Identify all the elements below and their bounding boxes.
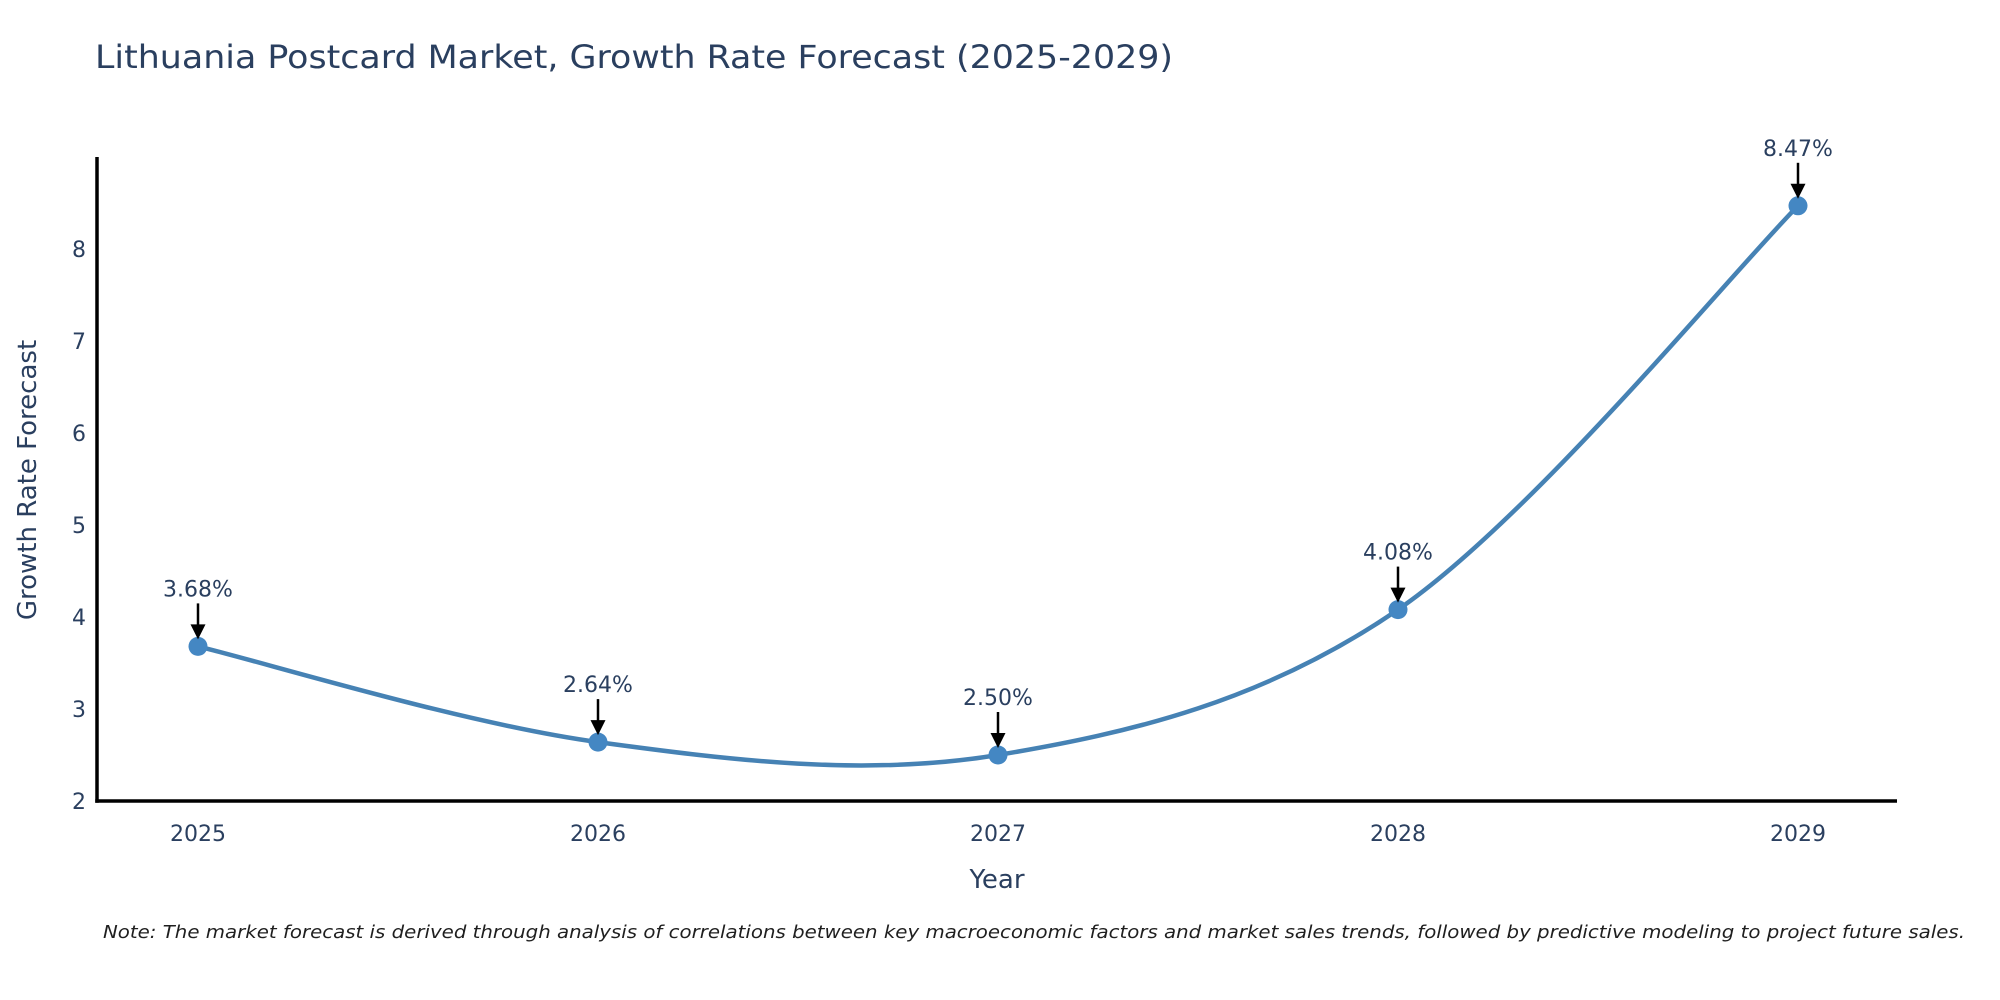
data-point-label: 8.47% — [1763, 137, 1833, 162]
forecast-line — [195, 203, 1801, 768]
y-tick-label: 4 — [72, 606, 86, 631]
annotation-arrowhead-icon — [190, 624, 206, 640]
x-tick-label: 2029 — [1770, 822, 1826, 847]
data-point-marker — [1788, 196, 1808, 216]
x-tick-label: 2027 — [970, 822, 1026, 847]
y-tick-label: 5 — [72, 514, 86, 539]
chart-title: Lithuania Postcard Market, Growth Rate F… — [95, 38, 1173, 76]
x-tick-label: 2025 — [170, 822, 226, 847]
x-axis-title: Year — [968, 865, 1024, 895]
plot-area: 2 3 4 5 6 7 8 2025 2026 2027 2028 2029 3.68% 2.64% 2.5… — [72, 137, 1897, 847]
annotation-arrowhead-icon — [590, 720, 606, 736]
data-point-label: 2.64% — [563, 673, 633, 698]
x-tick-label: 2028 — [1370, 822, 1426, 847]
data-point-marker — [1388, 600, 1408, 620]
y-tick-label: 6 — [72, 422, 86, 447]
x-tick-label: 2026 — [570, 822, 626, 847]
annotation-arrowhead-icon — [990, 733, 1006, 748]
data-point-label: 2.50% — [963, 686, 1033, 711]
y-tick-label: 2 — [72, 790, 86, 815]
data-point-label: 3.68% — [163, 577, 233, 602]
data-point-label: 4.08% — [1363, 541, 1433, 566]
data-point-marker — [988, 745, 1008, 765]
y-tick-label: 8 — [72, 238, 86, 263]
y-tick-label: 3 — [72, 698, 86, 723]
footnote: Note: The market forecast is derived thr… — [103, 922, 1965, 943]
data-point-marker — [188, 636, 208, 656]
y-axis-title: Growth Rate Forecast — [13, 340, 43, 620]
y-tick-label: 7 — [72, 330, 86, 355]
annotation-arrowhead-icon — [1790, 183, 1806, 199]
annotation-arrowhead-icon — [1390, 587, 1406, 603]
data-point-marker — [588, 732, 608, 752]
